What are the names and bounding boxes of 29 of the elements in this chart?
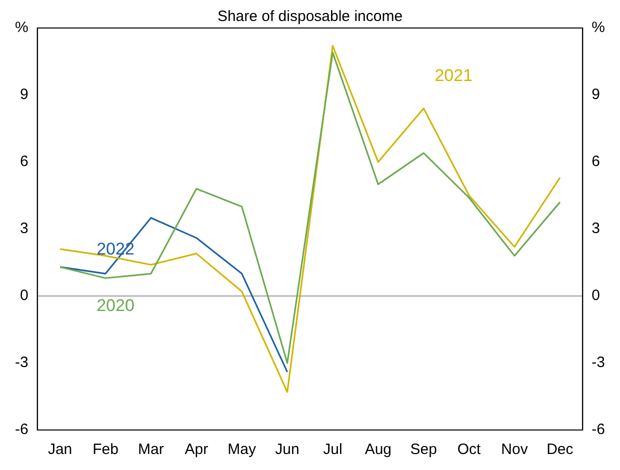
y2-tick-label: -6 — [592, 421, 606, 438]
chart-title: Share of disposable income — [217, 8, 403, 26]
y-tick-label: -3 — [14, 354, 28, 372]
y-tick-label: % — [14, 19, 28, 36]
y2-tick-label: -3 — [592, 354, 606, 372]
y2-tick-label: 9 — [592, 86, 600, 104]
y-tick-label: -6 — [14, 421, 28, 438]
x-tick-label: Sep — [410, 441, 437, 458]
series-label: 2021 — [434, 66, 473, 86]
y-tick-label: 6 — [20, 153, 28, 170]
x-tick-label: Jul — [323, 441, 342, 458]
x-tick-label: Nov — [501, 441, 528, 458]
y2-tick-label: 6 — [592, 153, 600, 170]
x-tick-label: Mar — [138, 441, 164, 458]
y2-tick-label: 0 — [592, 287, 600, 304]
x-tick-label: Aug — [364, 441, 392, 458]
y-tick-label: 9 — [20, 86, 28, 104]
x-tick-label: Apr — [184, 441, 208, 458]
y2-tick-label: % — [592, 19, 606, 36]
x-tick-label: Jun — [275, 441, 300, 458]
y-tick-label: 0 — [20, 287, 28, 304]
x-tick-label: Oct — [457, 441, 482, 458]
y-tick-label: 3 — [20, 220, 28, 238]
y2-tick-label: 3 — [592, 220, 600, 238]
x-tick-label: Dec — [546, 441, 574, 458]
x-tick-label: Feb — [92, 441, 118, 458]
series-label: 2020 — [96, 296, 134, 315]
x-tick-label: Jan — [48, 441, 72, 458]
x-tick-label: May — [228, 441, 256, 458]
